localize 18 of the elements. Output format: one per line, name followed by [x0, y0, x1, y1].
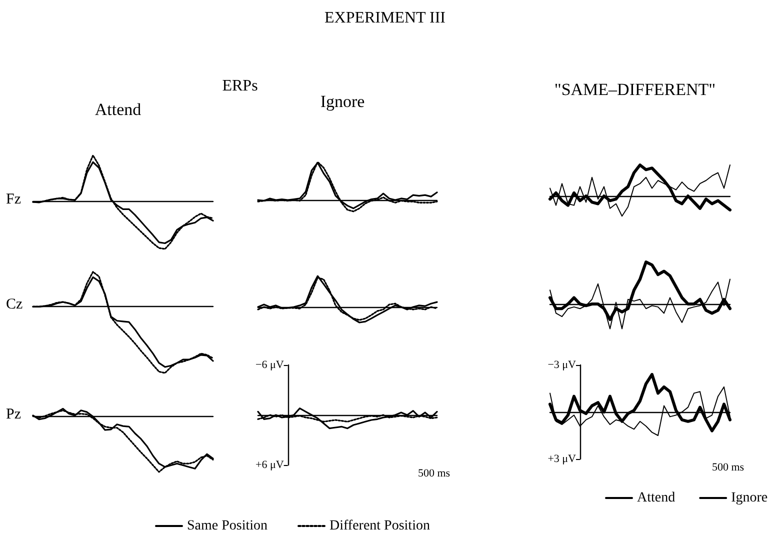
text: EXPERIMENT III — [324, 10, 446, 26]
y-tick-label: −3 μV — [548, 359, 576, 371]
text: 500 ms — [712, 462, 744, 474]
chart-title: "SAME–DIFFERENT" — [554, 80, 716, 99]
y-axis-title: Fz — [6, 192, 22, 208]
chart-title: Attend — [94, 100, 142, 119]
text: 500 ms — [418, 468, 450, 480]
chart-title: Ignore — [320, 92, 365, 111]
y-axis-title: Cz — [6, 296, 24, 312]
legend-label: Same Position — [187, 518, 268, 534]
y-tick-label: +6 μV — [256, 459, 284, 471]
legend-label: Ignore — [731, 490, 768, 506]
y-tick-label: +3 μV — [548, 453, 576, 465]
legend-label: Attend — [637, 490, 676, 506]
text: ERPs — [222, 78, 258, 94]
legend-label: Different Position — [330, 518, 430, 534]
y-tick-label: −6 μV — [256, 359, 284, 371]
y-axis-title: Pz — [6, 406, 22, 422]
